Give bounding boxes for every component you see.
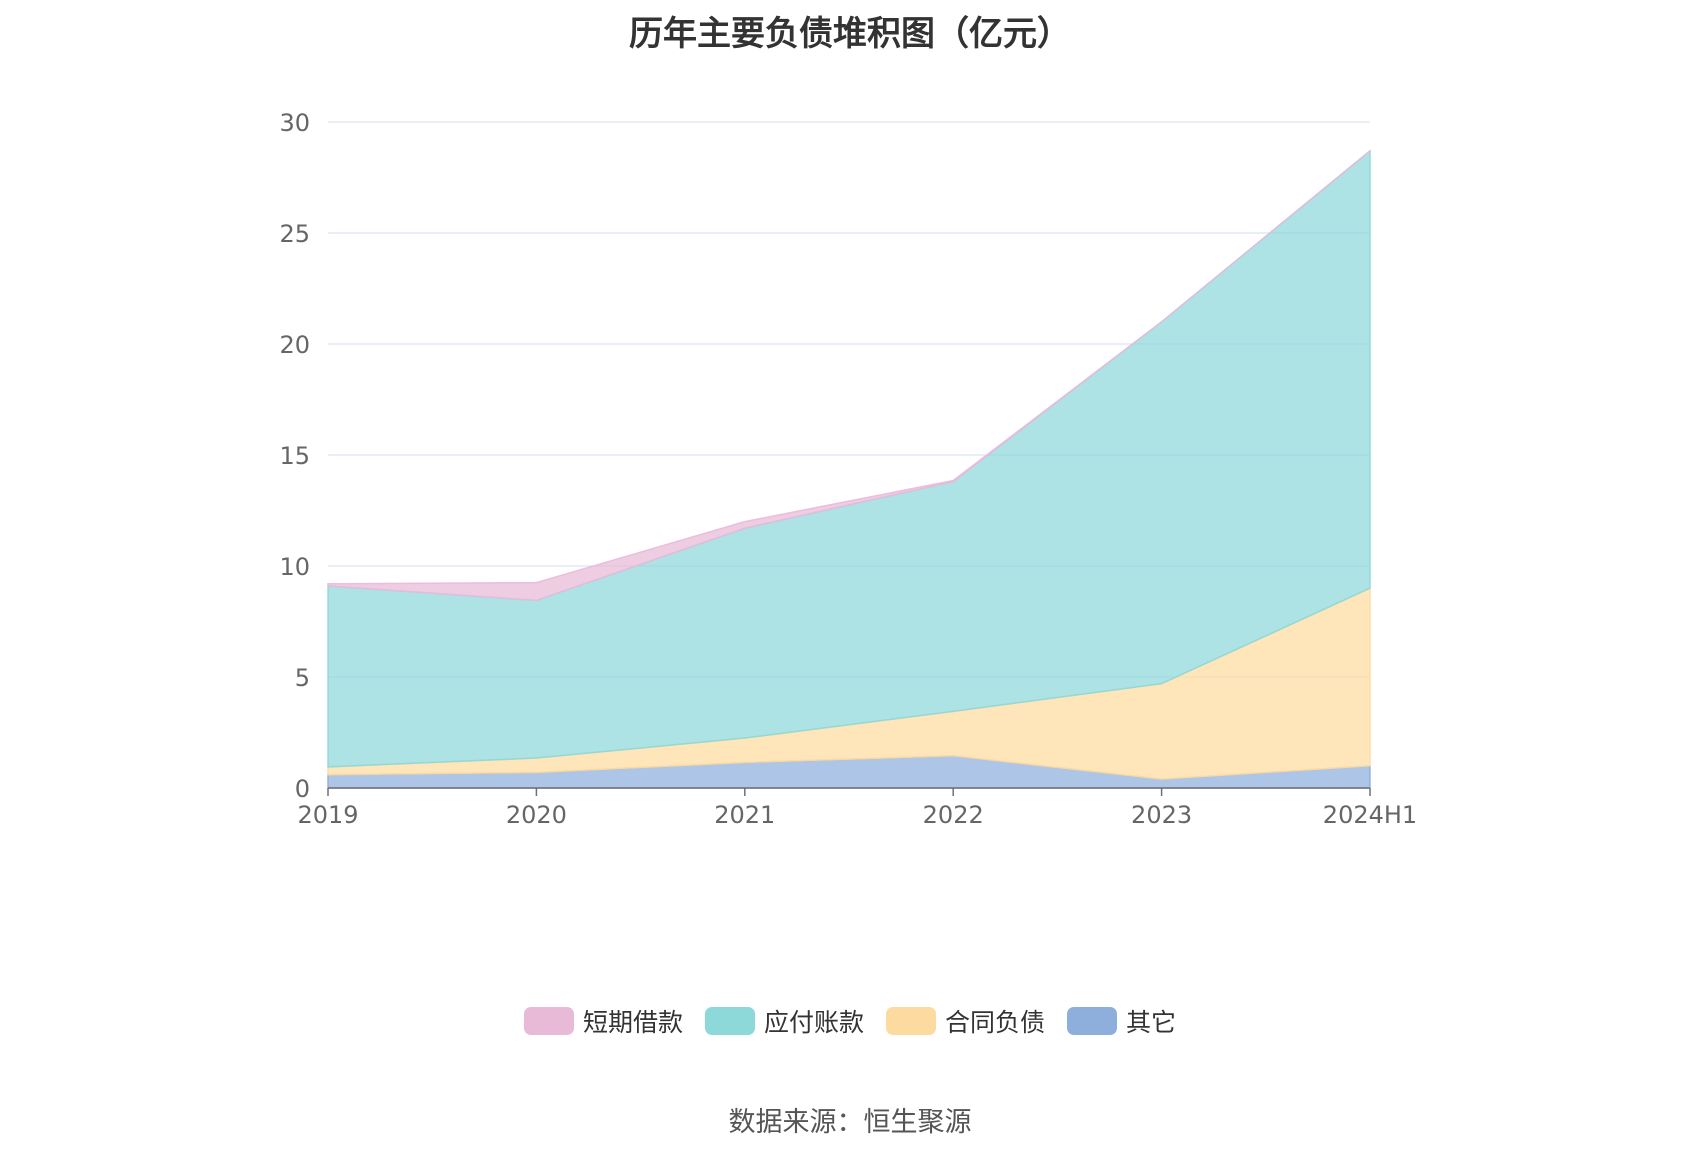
legend-item[interactable]: 合同负债 (886, 1003, 1045, 1039)
x-tick-label: 2020 (506, 801, 567, 829)
legend-label: 合同负债 (945, 1008, 1046, 1037)
legend-item[interactable]: 其它 (1067, 1003, 1176, 1039)
y-tick-label: 15 (279, 442, 310, 470)
legend-item[interactable]: 应付账款 (704, 1003, 864, 1039)
x-tick-label: 2023 (1131, 801, 1192, 829)
legend-item[interactable]: 短期借款 (523, 1003, 683, 1039)
data-source: 数据来源：恒生聚源 (728, 1107, 972, 1138)
x-tick-label: 2019 (297, 801, 358, 829)
legend-swatch (704, 1007, 755, 1035)
legend-swatch (1067, 1007, 1118, 1035)
legend-swatch (886, 1007, 936, 1035)
x-tick-label: 2021 (714, 801, 775, 829)
chart-title: 历年主要负债堆积图（亿元） (629, 14, 1071, 54)
legend-label: 其它 (1126, 1008, 1177, 1037)
y-tick-label: 0 (295, 775, 310, 803)
legend-swatch (523, 1007, 574, 1035)
area-series-短期借款 (327, 150, 1371, 602)
x-tick-label: 2024H1 (1323, 801, 1417, 829)
x-tick-label: 2022 (923, 801, 984, 829)
y-tick-label: 20 (279, 331, 310, 359)
area-layer (327, 149, 1371, 789)
y-tick-label: 30 (279, 109, 310, 137)
y-tick-label: 25 (279, 220, 310, 248)
legend-label: 短期借款 (582, 1008, 683, 1037)
legend: 短期借款 应付账款 合同负债 其它 (0, 1003, 1700, 1039)
y-tick-label: 10 (279, 553, 310, 581)
y-tick-label: 5 (295, 664, 310, 692)
legend-label: 应付账款 (763, 1008, 864, 1037)
axis-layer: 0 5 10 15 20 25 30 2019 2020 2021 2022 2023 2024H1 (279, 109, 1417, 829)
